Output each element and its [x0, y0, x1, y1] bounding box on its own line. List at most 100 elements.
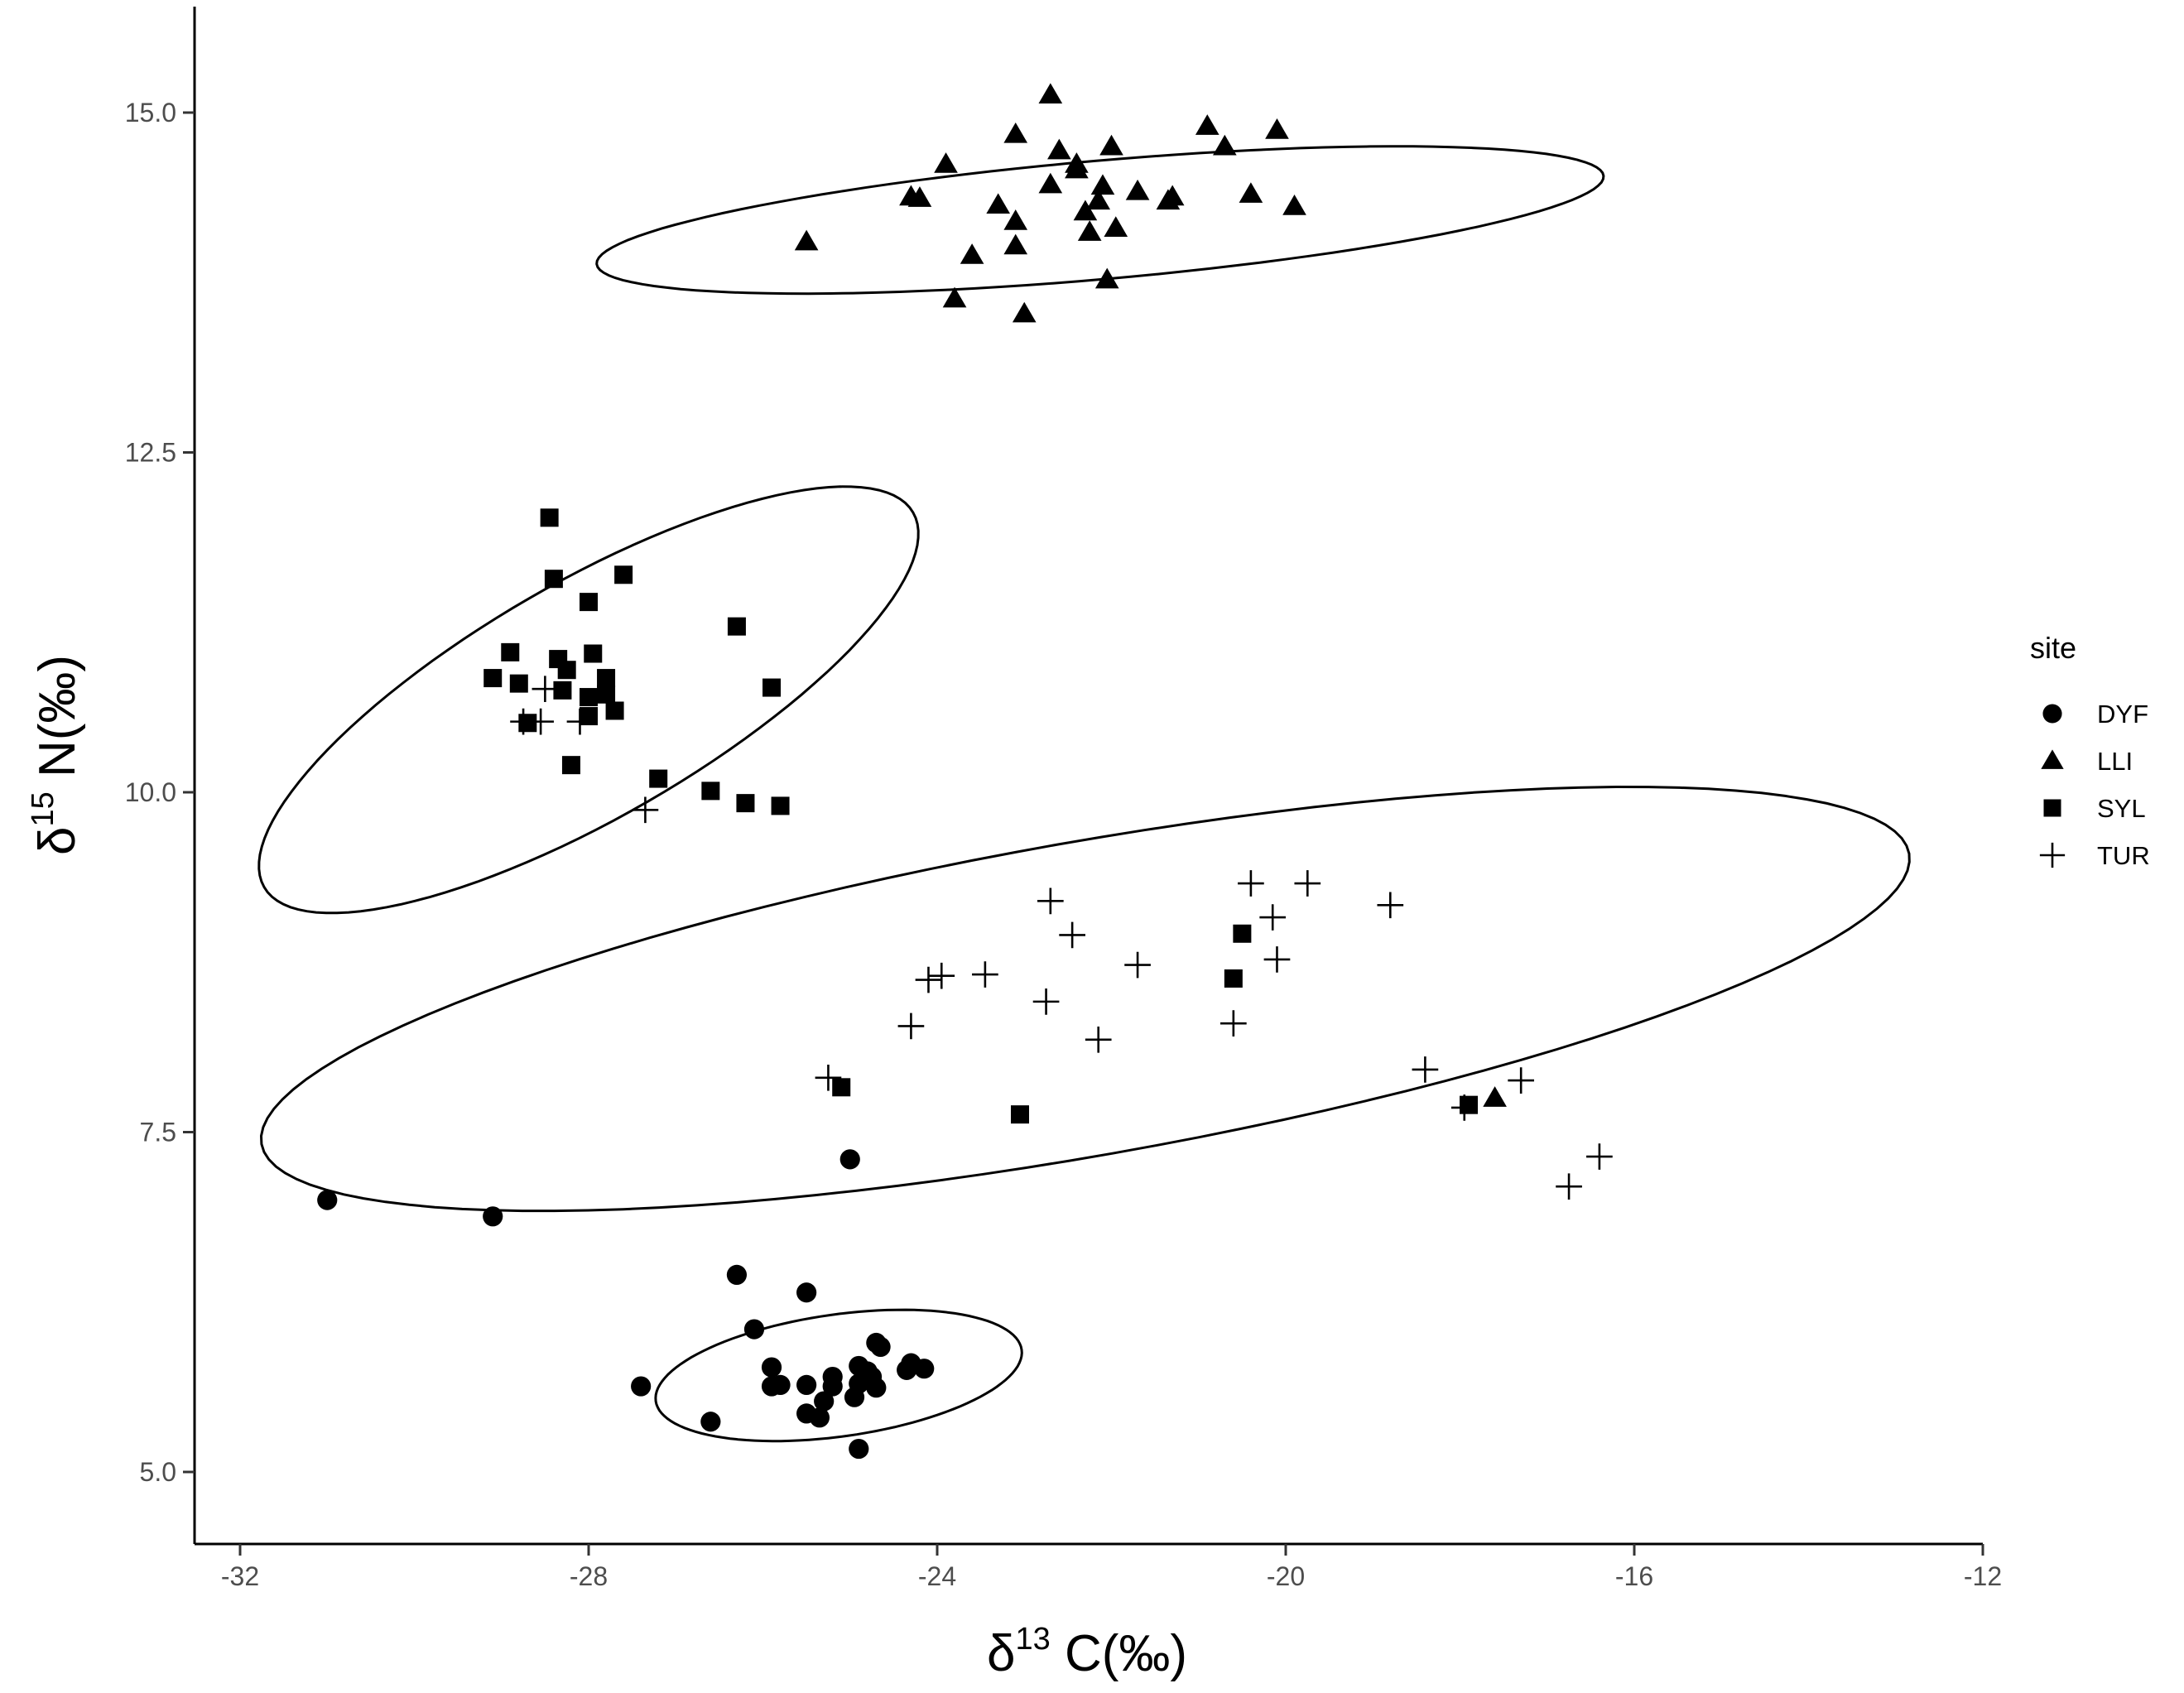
point-lli [1282, 194, 1306, 215]
x-axis-title-prefix: δ [987, 1625, 1016, 1682]
point-lli [1077, 220, 1102, 241]
legend-label: TUR [2097, 841, 2150, 870]
point-tur [1238, 870, 1264, 897]
point-tur [1085, 1027, 1112, 1053]
series-tur [510, 676, 1613, 1200]
point-lli [794, 229, 819, 251]
point-syl [509, 674, 528, 693]
legend-label: SYL [2097, 794, 2146, 823]
point-syl [518, 714, 537, 733]
point-tur [1412, 1056, 1439, 1083]
point-syl [501, 642, 520, 661]
x-axis-title: δ13 C(‰) [987, 1622, 1187, 1682]
point-lli [1038, 172, 1063, 194]
point-lli [1047, 138, 1071, 160]
point-lli [1038, 83, 1063, 104]
legend-key-syl [2043, 799, 2061, 817]
point-syl [762, 678, 782, 697]
point-syl [580, 593, 598, 612]
point-tur [1263, 946, 1291, 973]
point-tur [566, 708, 594, 735]
point-dyf [809, 1407, 830, 1428]
point-dyf [631, 1376, 652, 1397]
axes: -32 -28 -24 -20 -16 -12 5.0 7.5 10.0 12.5 15.0 [125, 7, 2002, 1591]
point-syl [1224, 969, 1243, 988]
point-syl [1010, 1105, 1029, 1124]
point-dyf [700, 1412, 721, 1432]
point-tur [1508, 1067, 1535, 1094]
point-dyf [839, 1149, 860, 1170]
point-lli [1003, 209, 1028, 230]
point-syl [561, 756, 580, 775]
point-tur [1377, 892, 1404, 919]
point-lli [1265, 118, 1289, 139]
x-axis-title-main: C(‰) [1051, 1625, 1187, 1682]
point-tur [632, 796, 659, 824]
point-dyf [796, 1374, 817, 1396]
point-dyf [844, 1387, 865, 1407]
point-dyf [483, 1206, 503, 1227]
legend-item-syl: SYL [2043, 794, 2146, 823]
legend-item-lli: LLI [2041, 747, 2133, 776]
series-syl [483, 508, 1479, 1124]
point-syl [483, 669, 503, 688]
point-syl [605, 701, 624, 720]
y-tick-label: 12.5 [125, 438, 176, 468]
point-lli [1065, 157, 1089, 179]
point-lli [1012, 301, 1037, 323]
ellipse-tur [259, 785, 1911, 1213]
point-lli [1003, 233, 1028, 255]
point-tur [897, 1012, 925, 1040]
y-tick-label: 5.0 [140, 1457, 176, 1487]
y-axis-title-prefix: δ [29, 827, 86, 856]
legend-items: DYF LLI SYL TUR [2039, 700, 2150, 870]
point-dyf [866, 1378, 887, 1398]
legend-key-tur [2039, 842, 2066, 868]
point-lli [1195, 114, 1219, 135]
point-syl [701, 782, 720, 801]
point-lli [1090, 174, 1115, 195]
y-axis-title-sup: 15 [26, 791, 60, 826]
point-dyf [770, 1374, 791, 1396]
point-dyf [897, 1359, 917, 1380]
series-lli [794, 83, 1507, 1107]
point-tur [928, 962, 955, 989]
point-lli [1094, 267, 1119, 289]
point-dyf [914, 1359, 935, 1379]
point-syl [649, 769, 668, 788]
x-axis-title-sup: 13 [1015, 1622, 1050, 1657]
point-tur [1032, 988, 1060, 1015]
point-tur [510, 708, 536, 735]
y-axis-title: δ15 N(‰) [26, 655, 86, 855]
point-dyf [822, 1376, 843, 1397]
point-lli [1073, 200, 1098, 221]
x-axis-ticks: -32 -28 -24 -20 -16 -12 [221, 1544, 2002, 1591]
legend-label: LLI [2097, 747, 2133, 776]
point-lli [1483, 1086, 1507, 1107]
y-tick-label: 15.0 [125, 98, 176, 127]
point-tur [1220, 1010, 1247, 1036]
point-lli [1213, 134, 1237, 156]
point-dyf [317, 1190, 338, 1210]
legend-key-lli [2041, 749, 2064, 769]
point-syl [771, 796, 790, 815]
point-lli [1125, 179, 1150, 200]
point-lli [1156, 189, 1181, 210]
point-tur [1059, 921, 1085, 949]
point-tur [1294, 870, 1321, 897]
point-tur [1124, 951, 1151, 979]
point-syl [597, 669, 616, 688]
point-lli [1099, 134, 1123, 156]
point-tur [815, 1064, 842, 1091]
plot-area [257, 83, 1911, 1460]
x-tick-label: -24 [918, 1561, 956, 1591]
point-dyf [849, 1438, 869, 1460]
legend-key-dyf [2042, 704, 2062, 724]
legend-title: site [2030, 631, 2076, 665]
point-tur [915, 966, 942, 993]
x-tick-label: -28 [570, 1561, 608, 1591]
point-lli [942, 286, 967, 308]
point-tur [1450, 1094, 1478, 1121]
point-dyf [743, 1319, 765, 1339]
